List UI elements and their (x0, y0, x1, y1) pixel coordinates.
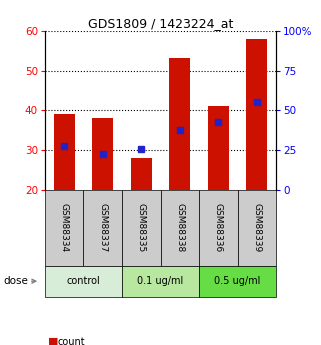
Text: count: count (58, 337, 85, 345)
Text: GSM88336: GSM88336 (214, 203, 223, 252)
Bar (169, 58, 190, 190)
Text: GSM88337: GSM88337 (98, 203, 107, 252)
Bar (246, 39, 267, 190)
Text: 0.1 ug/ml: 0.1 ug/ml (137, 276, 184, 286)
Text: GSM88338: GSM88338 (175, 203, 184, 252)
Bar (199, 266, 276, 297)
Text: GSM88334: GSM88334 (60, 203, 69, 252)
Text: GSM88335: GSM88335 (137, 203, 146, 252)
Bar (131, 158, 152, 190)
Title: GDS1809 / 1423224_at: GDS1809 / 1423224_at (88, 17, 233, 30)
Bar (122, 190, 160, 266)
Text: dose: dose (3, 276, 28, 286)
Bar (238, 190, 276, 266)
Bar (92, 118, 113, 190)
Bar (160, 190, 199, 266)
Bar (54, 114, 75, 190)
Bar (45, 190, 83, 266)
Text: GSM88339: GSM88339 (252, 203, 261, 252)
Text: control: control (66, 276, 100, 286)
Bar (83, 190, 122, 266)
Bar (122, 266, 199, 297)
Text: ■: ■ (48, 337, 59, 345)
Bar (199, 190, 238, 266)
Bar (208, 106, 229, 190)
Bar (45, 266, 122, 297)
Text: 0.5 ug/ml: 0.5 ug/ml (214, 276, 261, 286)
